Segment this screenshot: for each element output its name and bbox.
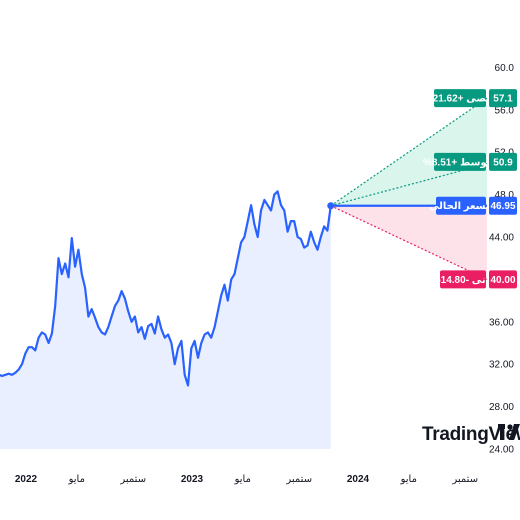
forecast-average-badge: متوسط +8.51% 50.9 bbox=[423, 152, 517, 171]
y-tick-label: 32.00 bbox=[489, 360, 514, 371]
x-tick-label: 2024 bbox=[347, 474, 370, 485]
current-price-label: السعر الحالي bbox=[429, 201, 493, 212]
current-price-marker bbox=[327, 202, 335, 210]
forecast-low-value: 40.00 bbox=[490, 275, 515, 286]
forecast-average-label: متوسط +8.51% bbox=[423, 157, 497, 168]
forecast-high-value-bg bbox=[489, 89, 517, 108]
forecast-high-badge: أقصى +21.62% 57.1 bbox=[424, 89, 517, 108]
forecast-low-badge: أدنى -14.80% 40.00 bbox=[432, 270, 517, 289]
x-tick-label: 2023 bbox=[181, 474, 204, 485]
x-tick-label: ستمبر bbox=[119, 474, 146, 485]
x-tick-label: ستمبر bbox=[451, 474, 478, 485]
y-tick-label: 44.00 bbox=[489, 233, 514, 244]
x-tick-label: مايو bbox=[68, 474, 85, 485]
price-area-fill bbox=[0, 191, 331, 449]
y-tick-label: 48.0 bbox=[495, 190, 515, 201]
forecast-low-value-bg bbox=[489, 270, 517, 289]
forecast-low-label: أدنى -14.80% bbox=[432, 273, 494, 286]
forecast-high-label: أقصى +21.62% bbox=[424, 92, 497, 105]
y-tick-label: 60.0 bbox=[495, 63, 515, 74]
y-tick-label: 24.00 bbox=[489, 445, 514, 456]
current-price-badge: السعر الحالي 46.95 bbox=[429, 196, 517, 215]
price-area bbox=[0, 191, 331, 449]
forecast-high-value: 57.1 bbox=[493, 94, 513, 105]
upside-zone bbox=[330, 98, 487, 206]
y-tick-label: 36.00 bbox=[489, 317, 514, 328]
x-tick-label: مايو bbox=[400, 474, 417, 485]
price-line bbox=[0, 190, 332, 387]
forecast-zones bbox=[330, 98, 487, 280]
x-tick-label: ستمبر bbox=[285, 474, 312, 485]
price-series bbox=[0, 190, 332, 387]
tradingview-logo-icon bbox=[498, 424, 520, 440]
y-tick-label: 28.00 bbox=[489, 402, 514, 413]
y-axis: 60.056.052.048.044.0040.0036.0032.0028.0… bbox=[489, 63, 514, 456]
forecast-low-line bbox=[330, 205, 488, 280]
forecast-average-badge-bg bbox=[434, 152, 486, 171]
x-tick-label: مايو bbox=[234, 474, 251, 485]
forecast-average-value: 50.9 bbox=[493, 157, 513, 168]
current-price-value: 46.95 bbox=[490, 201, 515, 212]
current-price-badge-bg bbox=[436, 196, 486, 215]
tradingview-wordmark: TradingView bbox=[422, 424, 520, 445]
y-tick-label: 56.0 bbox=[495, 105, 515, 116]
forecast-average-value-bg bbox=[489, 152, 517, 171]
forecast-average-line bbox=[330, 163, 488, 207]
tradingview-watermark: TradingView bbox=[422, 424, 520, 445]
x-axis: 2022 مايو ستمبر 2023 مايو ستمبر 2024 مايو ستمبر bbox=[15, 474, 478, 485]
forecast-low-badge-bg bbox=[440, 270, 486, 289]
x-tick-label: 2022 bbox=[15, 474, 38, 485]
current-price-value-bg bbox=[489, 196, 517, 215]
forecast-high-badge-bg bbox=[434, 89, 486, 108]
